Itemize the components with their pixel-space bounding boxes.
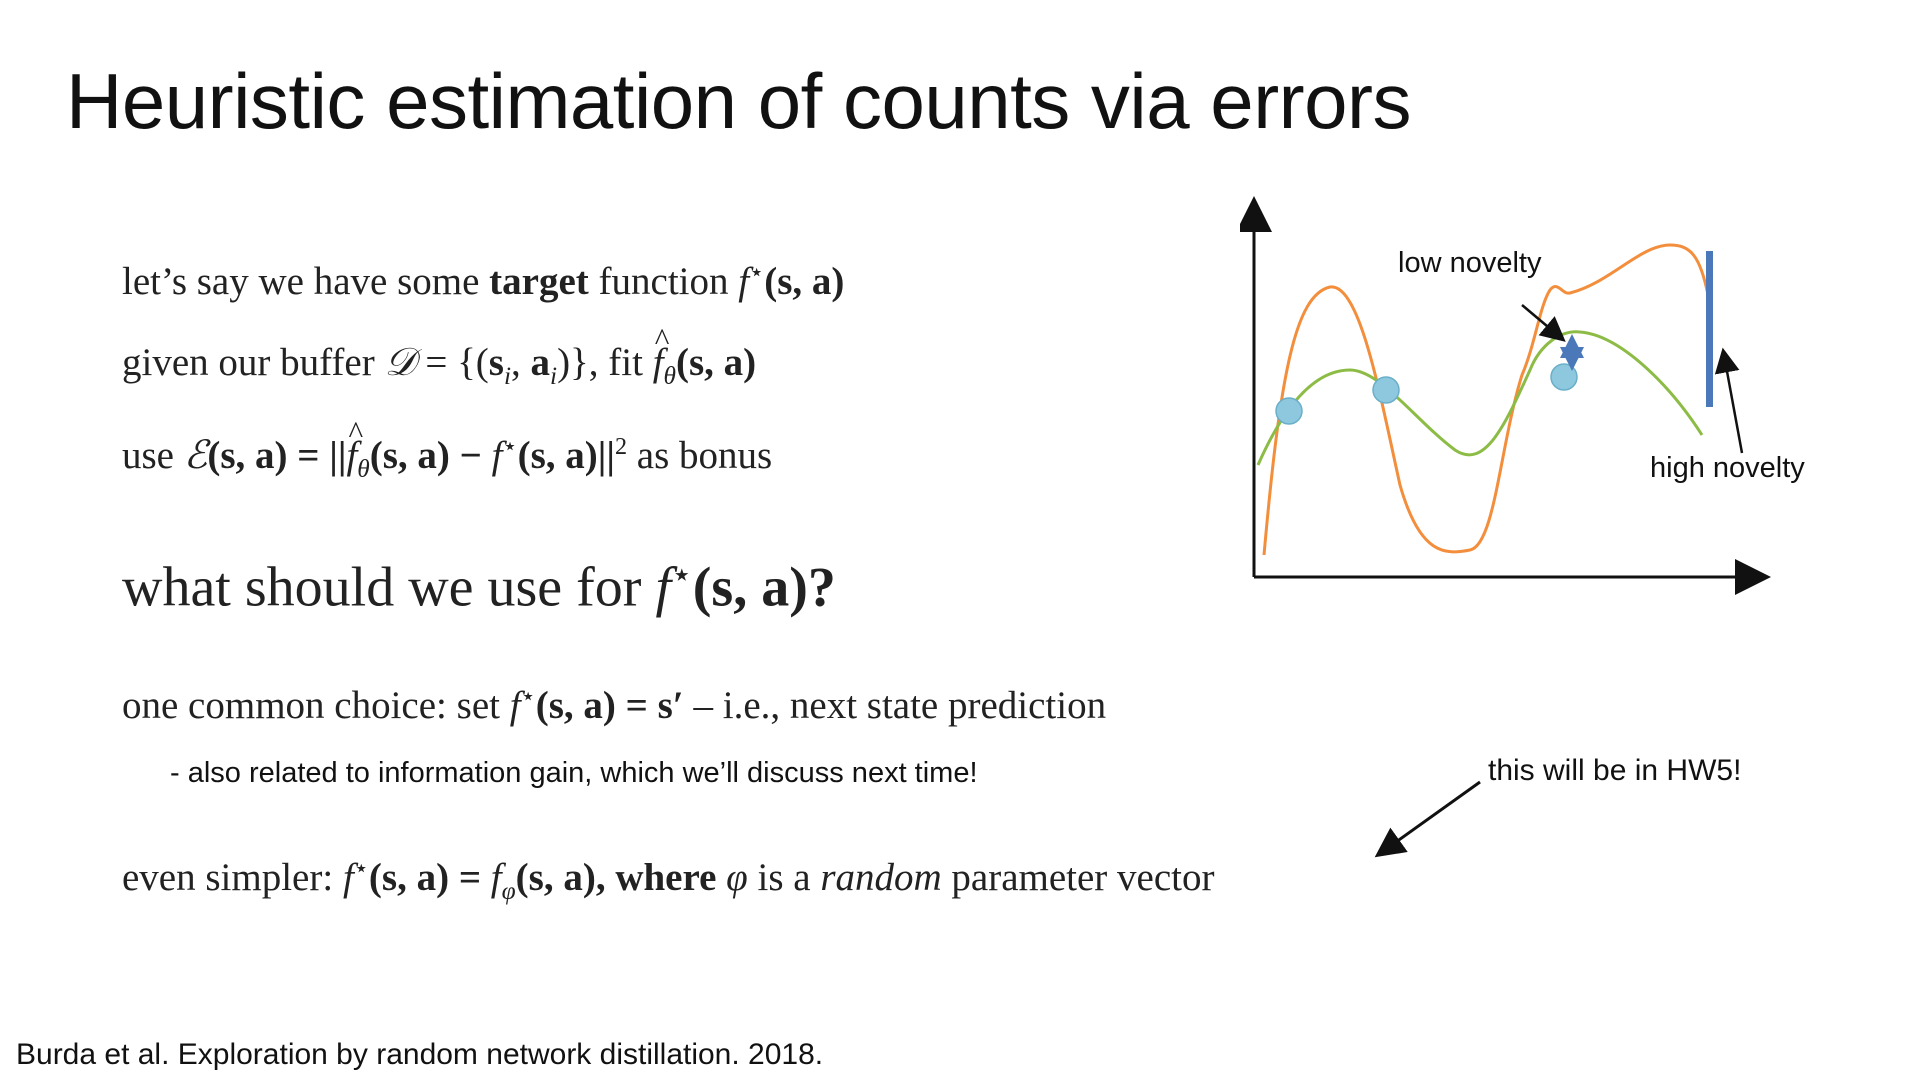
- math-args: (s, a): [675, 341, 757, 384]
- text-segment: function: [588, 260, 739, 303]
- math-star: ⋆: [749, 259, 765, 286]
- low-novelty-label: low novelty: [1398, 247, 1542, 279]
- text-segment: )}, fit: [557, 341, 653, 384]
- math-f: f: [491, 434, 503, 477]
- math-args: (s, a) = ||: [207, 434, 347, 477]
- text-segment: is a: [747, 856, 821, 899]
- text-segment: as bonus: [627, 434, 773, 477]
- data-point: [1550, 363, 1578, 391]
- math-sub-phi: φ: [501, 876, 516, 905]
- buffer-fit-line: given our buffer 𝒟 = {(si, ai)}, fit fθ(…: [122, 322, 757, 391]
- math-f-hat: f: [653, 322, 669, 385]
- math-sub-i: i: [550, 361, 558, 390]
- math-args: (s, a) =: [368, 856, 491, 899]
- target-function-line: let’s say we have some target function f…: [122, 258, 844, 304]
- math-phi: φ: [726, 856, 748, 899]
- text-segment: parameter vector: [941, 856, 1215, 899]
- text-segment: one common choice: set: [122, 684, 510, 727]
- math-star: ⋆: [520, 683, 536, 710]
- math-sub-i: i: [503, 361, 512, 390]
- info-gain-note: - also related to information gain, whic…: [170, 757, 978, 789]
- emphasis-target: target: [489, 260, 589, 303]
- math-args: (s, a) −: [369, 434, 492, 477]
- low-novelty-pointer: [1521, 304, 1566, 342]
- hw5-arrow-line: [1374, 780, 1481, 858]
- math-sub-theta: θ: [663, 361, 676, 390]
- target-function-curve: [1262, 243, 1710, 556]
- text-segment: what should we use for: [122, 556, 656, 619]
- text-segment: even simpler:: [122, 856, 343, 899]
- math-args: (s, a), where: [515, 856, 727, 899]
- fitted-function-curve: [1256, 330, 1704, 466]
- data-point: [1372, 376, 1400, 404]
- math-f: f: [738, 260, 750, 303]
- slide-title: Heuristic estimation of counts via error…: [66, 57, 1412, 145]
- emphasis-random: random: [820, 856, 942, 899]
- math-star: ⋆: [502, 433, 518, 460]
- math-args: (s, a) = s′: [535, 684, 684, 727]
- math-star: ⋆: [671, 555, 693, 594]
- random-network-line: even simpler: f⋆(s, a) = fφ(s, a), where…: [122, 854, 1215, 906]
- math-f: f: [655, 556, 672, 619]
- common-choice-line: one common choice: set f⋆(s, a) = s′ – i…: [122, 682, 1106, 728]
- math-star: ⋆: [353, 855, 369, 882]
- math-f: f: [342, 856, 354, 899]
- math-s: s: [488, 341, 504, 384]
- text-segment: = {(: [415, 341, 489, 384]
- high-novelty-error-bar: [1706, 251, 1713, 407]
- math-args: (s, a)||: [517, 434, 615, 477]
- math-f: f: [509, 684, 521, 727]
- data-point: [1275, 397, 1303, 425]
- math-a: a: [530, 341, 551, 384]
- text-segment: let’s say we have some: [122, 260, 490, 303]
- citation: Burda et al. Exploration by random netwo…: [16, 1038, 824, 1071]
- novelty-diagram: [1236, 196, 1771, 595]
- high-novelty-pointer: [1714, 347, 1744, 454]
- math-args: (s, a): [764, 260, 845, 303]
- math-args: (s, a)?: [692, 556, 836, 619]
- math-f: f: [490, 856, 502, 899]
- text-segment: – i.e., next state prediction: [683, 684, 1107, 727]
- high-novelty-label: high novelty: [1650, 452, 1805, 484]
- math-square: 2: [614, 433, 628, 460]
- math-f-hat: f: [346, 415, 362, 478]
- text-segment: given our buffer: [122, 341, 385, 384]
- math-D: 𝒟: [384, 341, 416, 384]
- hw5-note: this will be in HW5!: [1488, 754, 1742, 787]
- math-E: ℰ: [183, 434, 208, 477]
- novelty-figure: low novelty high novelty: [1236, 195, 1840, 595]
- text-segment: use: [122, 434, 184, 477]
- text-segment: ,: [511, 341, 531, 384]
- bonus-line: use ℰ(s, a) = ||fθ(s, a) − f⋆(s, a)||2 a…: [122, 415, 773, 484]
- math-sub-theta: θ: [357, 454, 370, 483]
- question-line: what should we use for f⋆(s, a)?: [122, 555, 836, 620]
